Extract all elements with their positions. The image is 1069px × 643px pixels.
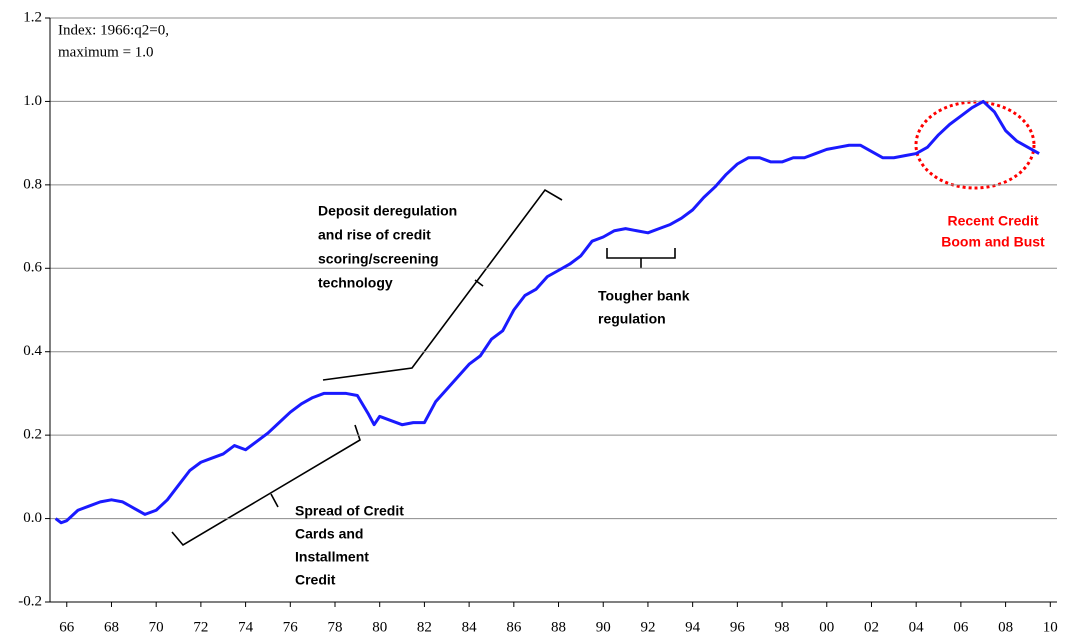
highlight-circle [914,100,1036,190]
y-tick-label: 0.4 [23,343,42,359]
x-tick-label: 00 [819,619,834,635]
annotation: technology [318,275,393,291]
annotation: and rise of credit [318,227,431,243]
x-tick-label: 92 [640,619,655,635]
x-tick-label: 88 [551,619,566,635]
plot: -0.2 0.0 0.2 0.4 0.6 0.8 1.0 1.2 66 68 70 72 74 76 78 8… [18,9,1058,635]
y-tick-label: 0.2 [23,427,42,443]
annotation: Credit [295,572,336,588]
annotation: scoring/screening [318,251,439,267]
x-tick-label: 98 [775,619,790,635]
x-tick-label: 74 [238,619,254,635]
x-tick-label: 68 [104,619,119,635]
y-tick-label: 1.0 [23,93,42,109]
x-tick-label: 82 [417,619,432,635]
annotation: Tougher bank [598,288,690,304]
annotation: Spread of Credit [295,503,404,519]
y-tick-label: 0.0 [23,510,42,526]
y-tick-label: 0.6 [23,260,42,276]
x-tick-label: 10 [1043,619,1058,635]
x-tick-label: 76 [283,619,299,635]
note: Index: 1966:q2=0, [58,22,169,38]
x-tick-label: 02 [864,619,879,635]
note-box [55,19,215,65]
x-tick-label: 84 [462,619,478,635]
x-tick-label: 94 [685,619,701,635]
x-tick-label: 80 [372,619,387,635]
annotation: Cards and [295,526,363,542]
annotation: Recent Credit [947,213,1038,229]
x-tick-label: 78 [328,619,343,635]
y-tick-label: 1.2 [23,9,42,25]
x-tick-label: 70 [149,619,164,635]
brackets [171,188,676,547]
bracket [322,188,563,381]
note: maximum = 1.0 [58,44,154,60]
bracket-tick [270,493,279,508]
x-tick-label: 72 [193,619,208,635]
annotation: Deposit deregulation [318,203,457,219]
x-tick-label: 96 [730,619,746,635]
bracket-tick [474,279,484,287]
y-tick-label: -0.2 [18,593,42,609]
x-tick-label: 86 [506,619,522,635]
x-tick-label: 66 [59,619,75,635]
bracket [606,248,676,259]
x-tick-label: 06 [953,619,969,635]
x-tick-label: 08 [998,619,1013,635]
x-tick-label: 90 [596,619,611,635]
data-line [54,99,1040,525]
bracket [171,424,361,547]
annotation: Installment [295,549,369,565]
x-tick-label: 04 [909,619,925,635]
y-tick-label: 0.8 [23,176,42,192]
annotation: Boom and Bust [941,234,1045,250]
annotation: regulation [598,311,666,327]
